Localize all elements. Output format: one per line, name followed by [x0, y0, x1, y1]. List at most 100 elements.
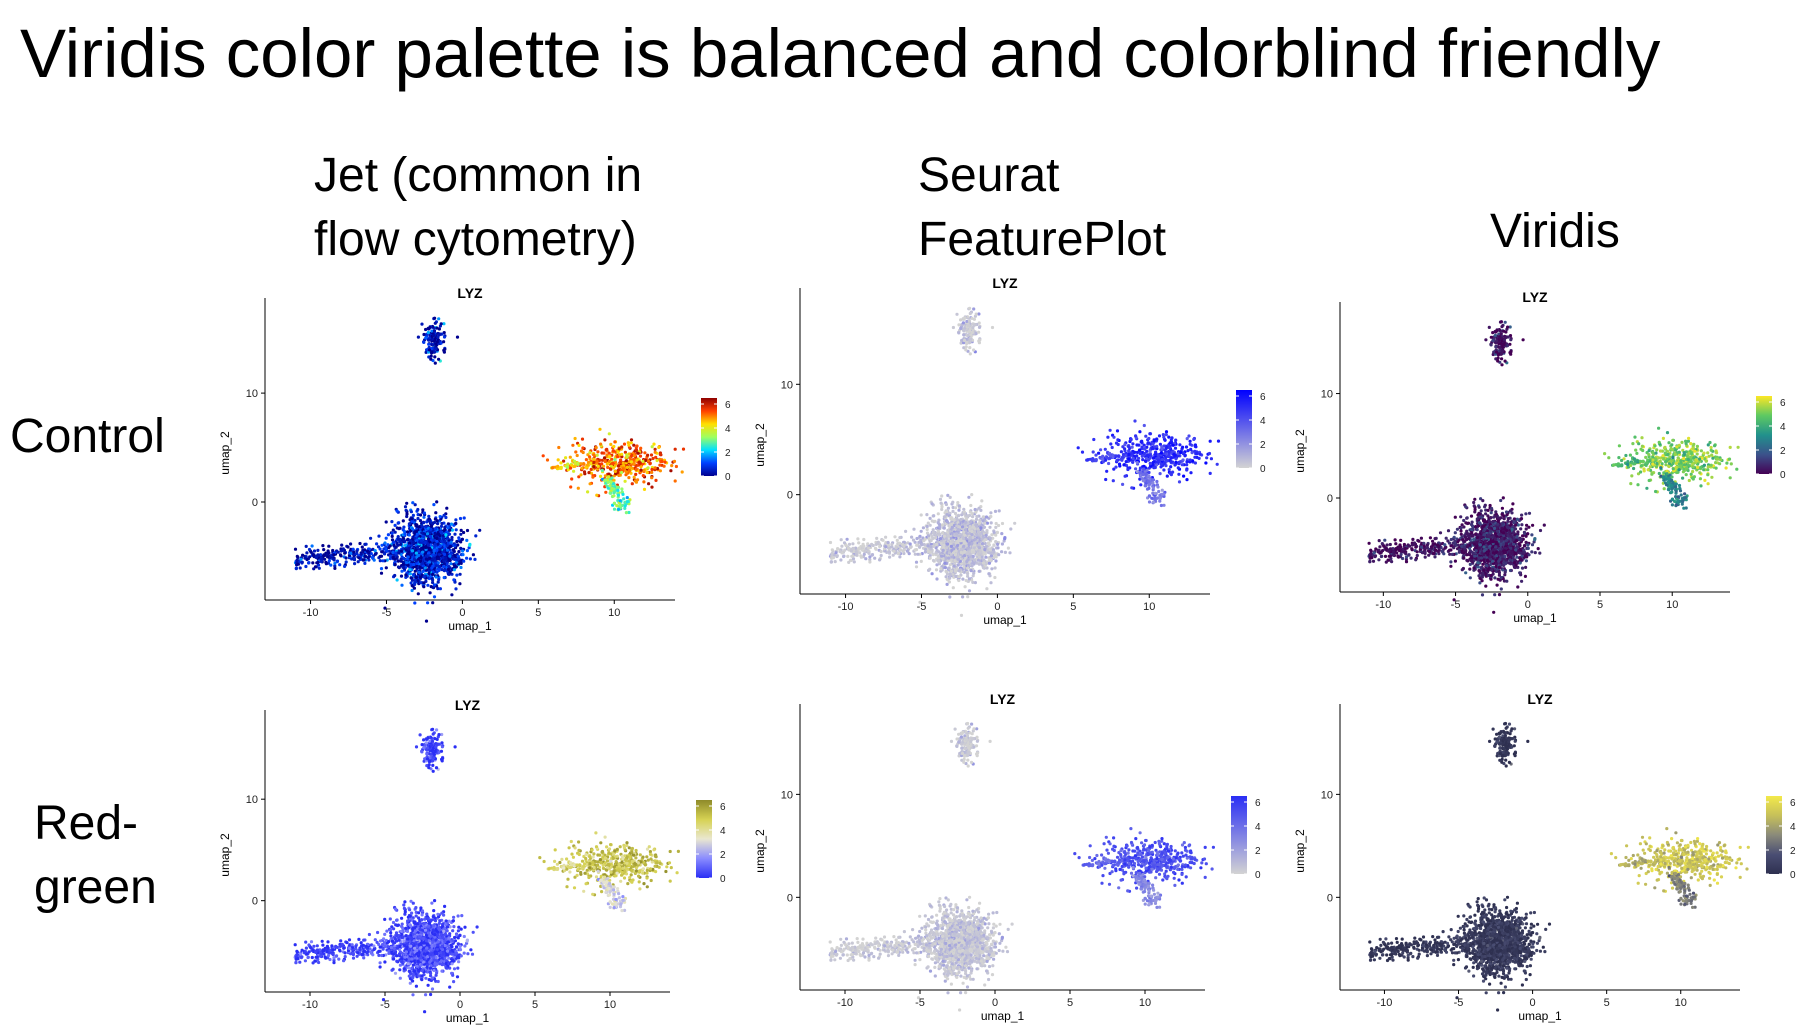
point [895, 538, 899, 542]
point [967, 577, 971, 581]
legend-tick-label: 4 [1260, 416, 1266, 427]
point [1013, 521, 1017, 525]
point [963, 549, 967, 554]
point [312, 567, 316, 571]
point [1094, 453, 1098, 457]
point [994, 521, 998, 526]
point [442, 335, 447, 339]
point [422, 515, 426, 519]
point [954, 506, 958, 510]
point [959, 517, 963, 522]
point [606, 486, 610, 490]
point [654, 455, 658, 459]
point [443, 525, 447, 529]
point [1169, 465, 1173, 469]
point [411, 501, 415, 505]
point [316, 563, 321, 567]
point [465, 549, 469, 553]
point [462, 559, 466, 563]
point [987, 561, 991, 565]
point [984, 555, 988, 559]
point [396, 559, 400, 563]
point [329, 563, 333, 567]
point [410, 517, 414, 521]
point [405, 538, 410, 542]
column-heading-line: Viridis [1490, 205, 1620, 258]
point [581, 450, 585, 455]
point [435, 340, 439, 344]
point [566, 462, 570, 466]
x-tick-label: 5 [1070, 601, 1076, 613]
point [1188, 442, 1192, 446]
point [989, 521, 993, 525]
point [967, 330, 971, 334]
point [1491, 331, 1495, 335]
point [982, 525, 987, 529]
point [608, 467, 612, 471]
point [410, 549, 415, 553]
point [969, 503, 973, 508]
point [965, 319, 969, 324]
point [954, 574, 958, 579]
point [1185, 437, 1189, 441]
point [965, 559, 969, 564]
point [439, 341, 443, 345]
point [976, 558, 981, 562]
point [421, 564, 425, 568]
point [1162, 503, 1166, 507]
point [957, 549, 961, 553]
point [1185, 460, 1189, 464]
point [948, 576, 952, 580]
point [402, 525, 406, 529]
point [1499, 498, 1503, 503]
point [962, 507, 966, 511]
point [550, 466, 554, 470]
point [393, 530, 397, 534]
point [394, 545, 398, 549]
point [424, 327, 428, 332]
point [660, 459, 664, 464]
point [1491, 339, 1495, 343]
point [1145, 449, 1149, 453]
point [945, 582, 949, 586]
point [424, 557, 428, 561]
point [1185, 478, 1189, 482]
point [369, 536, 373, 540]
point [966, 546, 970, 550]
point [1080, 450, 1085, 454]
point [378, 547, 382, 551]
point [1500, 506, 1504, 510]
point [449, 522, 454, 526]
point [457, 537, 461, 541]
point [1127, 452, 1131, 457]
point [402, 566, 406, 570]
point [1176, 452, 1180, 456]
point [1177, 480, 1182, 484]
point [592, 460, 596, 464]
point [433, 517, 437, 521]
point [1181, 445, 1185, 449]
point [301, 553, 305, 557]
point [440, 539, 444, 543]
point [634, 480, 638, 484]
point [378, 554, 382, 559]
point [295, 558, 299, 562]
point [977, 555, 981, 559]
point [967, 324, 971, 328]
point [421, 546, 425, 550]
point [968, 524, 972, 529]
point [1165, 474, 1169, 478]
point [437, 577, 441, 582]
point [961, 530, 966, 534]
point [1134, 434, 1138, 438]
point [399, 549, 403, 553]
point [669, 469, 673, 473]
point [914, 560, 919, 564]
point [985, 587, 989, 591]
point [400, 583, 404, 587]
point [446, 536, 450, 540]
point [874, 547, 878, 551]
point [433, 531, 437, 535]
legend-tick-label: 0 [1260, 464, 1266, 475]
point [382, 547, 386, 551]
